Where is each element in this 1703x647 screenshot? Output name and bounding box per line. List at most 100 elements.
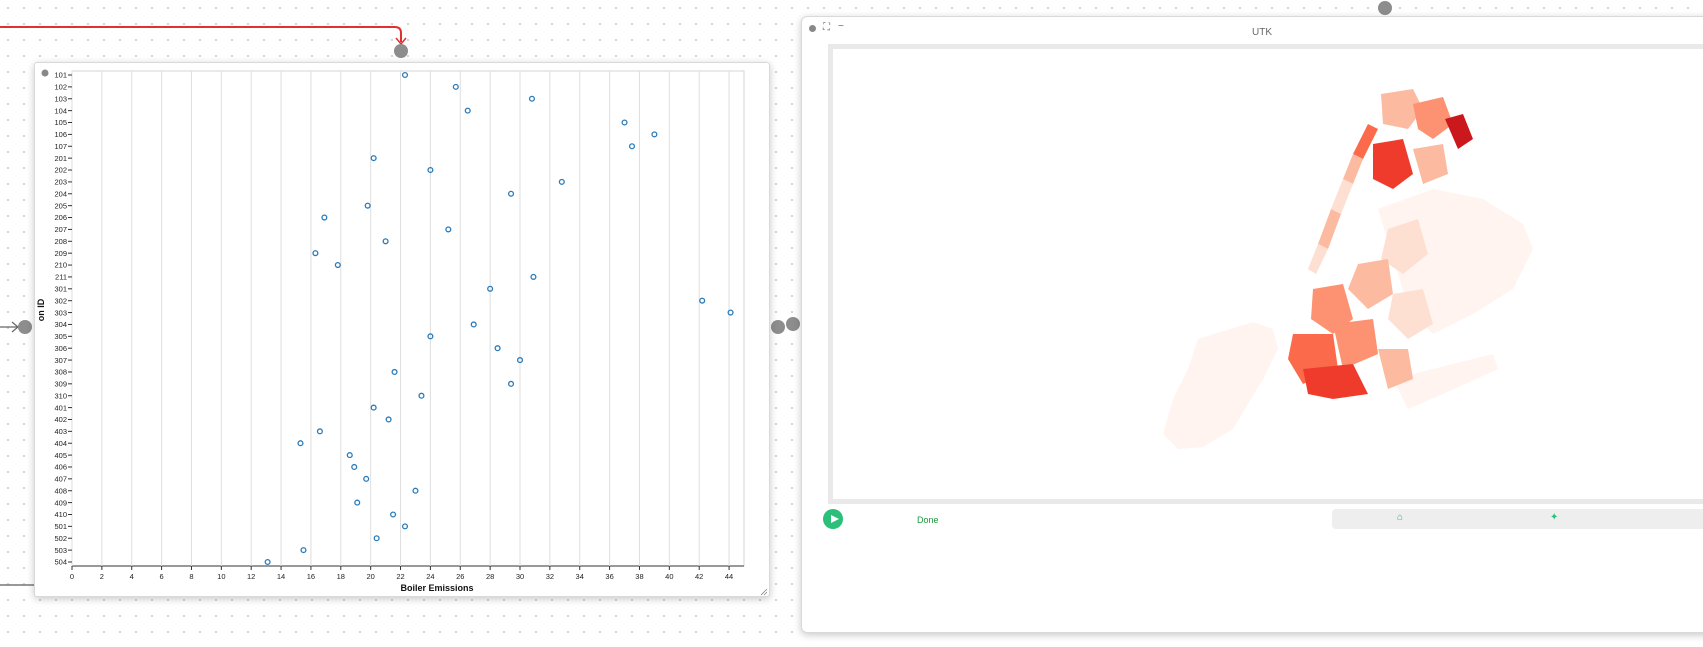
data-point[interactable] bbox=[401, 523, 409, 530]
region-queens-c[interactable] bbox=[1388, 289, 1433, 339]
data-point[interactable] bbox=[334, 261, 341, 269]
scatter-input-port[interactable] bbox=[18, 320, 32, 334]
data-point[interactable] bbox=[300, 547, 307, 554]
data-point[interactable] bbox=[558, 178, 565, 185]
region-bronx-c[interactable] bbox=[1413, 97, 1453, 139]
region-queens-b[interactable] bbox=[1348, 259, 1393, 309]
data-point[interactable] bbox=[373, 535, 380, 542]
map-toolbar: ⌂ ✦ bbox=[1332, 509, 1703, 529]
x-tick-label: 2 bbox=[100, 572, 104, 581]
data-point[interactable] bbox=[370, 155, 377, 162]
y-tick-label: 207 bbox=[54, 225, 67, 234]
y-tick-label: 406 bbox=[54, 463, 67, 472]
wand-icon[interactable]: ✦ bbox=[1550, 512, 1559, 523]
map-node[interactable]: ⛶ − UTK bbox=[801, 16, 1703, 633]
region-brooklyn-d[interactable] bbox=[1303, 364, 1368, 399]
region-brooklyn-e[interactable] bbox=[1378, 349, 1413, 389]
region-brooklyn-a[interactable] bbox=[1311, 284, 1353, 334]
y-tick-label: 201 bbox=[54, 154, 67, 163]
data-point[interactable] bbox=[507, 190, 515, 197]
y-tick-label: 210 bbox=[54, 261, 67, 270]
region-brooklyn-c[interactable] bbox=[1333, 319, 1378, 369]
map-top-port[interactable] bbox=[1378, 1, 1392, 15]
region-manhattan-b[interactable] bbox=[1343, 154, 1363, 184]
x-tick-label: 20 bbox=[366, 572, 374, 581]
data-point[interactable] bbox=[391, 368, 398, 376]
y-tick-label: 402 bbox=[54, 415, 67, 424]
close-window-dot[interactable] bbox=[809, 25, 816, 32]
data-point[interactable] bbox=[390, 511, 397, 518]
data-point[interactable] bbox=[321, 214, 328, 221]
y-tick-label: 302 bbox=[54, 296, 67, 305]
data-point[interactable] bbox=[487, 285, 494, 292]
region-bronx-d[interactable] bbox=[1445, 114, 1473, 149]
data-point[interactable] bbox=[364, 202, 371, 209]
data-point[interactable] bbox=[621, 119, 628, 126]
x-tick-label: 14 bbox=[277, 572, 285, 581]
data-point[interactable] bbox=[401, 71, 409, 79]
data-point[interactable] bbox=[528, 95, 535, 102]
data-point[interactable] bbox=[312, 250, 319, 257]
data-point[interactable] bbox=[494, 345, 501, 352]
data-point[interactable] bbox=[418, 392, 425, 399]
data-point[interactable] bbox=[452, 83, 459, 90]
y-tick-label: 205 bbox=[54, 201, 67, 210]
data-point[interactable] bbox=[370, 404, 377, 411]
expand-icon[interactable]: ⛶ bbox=[823, 22, 830, 33]
map-canvas[interactable] bbox=[828, 44, 1703, 504]
data-point[interactable] bbox=[363, 475, 370, 482]
data-point[interactable] bbox=[316, 428, 323, 435]
x-tick-labels: 0 2 4 6 8 10 12 14 16 18 20 22 24 26 28 30 32 34 36 38 40 42 4… bbox=[70, 566, 733, 581]
region-staten-island[interactable] bbox=[1163, 322, 1278, 449]
y-tick-labels: 101 102 103 104 105 106 107 201 202 203 204 205 206 2… bbox=[54, 71, 72, 567]
region-manhattan-c[interactable] bbox=[1331, 179, 1353, 214]
resize-handle[interactable] bbox=[760, 588, 768, 596]
data-point[interactable] bbox=[412, 487, 419, 494]
data-point[interactable] bbox=[516, 357, 524, 364]
y-tick-label: 103 bbox=[54, 94, 67, 103]
data-point[interactable] bbox=[427, 166, 434, 174]
scatter-top-port[interactable] bbox=[394, 44, 408, 58]
region-bronx-b[interactable] bbox=[1373, 139, 1413, 189]
region-bronx-a[interactable] bbox=[1381, 89, 1423, 129]
region-manhattan-e[interactable] bbox=[1308, 244, 1328, 274]
map-input-port[interactable] bbox=[786, 317, 800, 331]
data-point[interactable] bbox=[354, 499, 361, 506]
x-tick-label: 6 bbox=[160, 572, 164, 581]
data-point[interactable] bbox=[264, 558, 271, 566]
region-queens-south[interactable] bbox=[1393, 354, 1498, 409]
play-button[interactable] bbox=[823, 509, 843, 529]
data-point[interactable] bbox=[445, 226, 452, 233]
robot-icon[interactable]: ⌂ bbox=[1397, 512, 1404, 523]
minimize-icon[interactable]: − bbox=[838, 21, 844, 32]
data-points bbox=[264, 71, 734, 566]
y-tick-label: 504 bbox=[54, 558, 67, 567]
node-drag-dot[interactable] bbox=[41, 69, 49, 77]
x-tick-label: 12 bbox=[247, 572, 255, 581]
scatter-output-port[interactable] bbox=[771, 320, 785, 334]
data-point[interactable] bbox=[651, 131, 658, 138]
region-manhattan-a[interactable] bbox=[1353, 124, 1378, 159]
x-tick-label: 44 bbox=[725, 572, 733, 581]
data-point[interactable] bbox=[464, 107, 471, 114]
scatter-plot-node[interactable]: 0 2 4 6 8 10 12 14 16 18 20 22 24 26 28 30 32 34 36 38 40 42 4… bbox=[34, 62, 770, 597]
data-point[interactable] bbox=[297, 440, 304, 447]
data-point[interactable] bbox=[470, 321, 477, 328]
region-manhattan-d[interactable] bbox=[1318, 209, 1341, 249]
data-point[interactable] bbox=[628, 143, 636, 150]
data-point[interactable] bbox=[346, 452, 353, 459]
data-point[interactable] bbox=[727, 309, 734, 316]
data-point[interactable] bbox=[385, 416, 392, 423]
data-point[interactable] bbox=[699, 297, 706, 304]
y-tick-label: 101 bbox=[54, 71, 67, 80]
data-point[interactable] bbox=[427, 333, 434, 340]
data-point[interactable] bbox=[382, 238, 389, 245]
edge-red[interactable] bbox=[0, 26, 402, 42]
y-tick-label: 102 bbox=[54, 83, 67, 92]
data-point[interactable] bbox=[351, 463, 358, 471]
data-point[interactable] bbox=[530, 273, 537, 280]
data-point[interactable] bbox=[507, 380, 515, 387]
region-bronx-e[interactable] bbox=[1413, 144, 1448, 184]
grid-lines bbox=[71, 70, 745, 567]
region-queens-a[interactable] bbox=[1381, 219, 1428, 274]
